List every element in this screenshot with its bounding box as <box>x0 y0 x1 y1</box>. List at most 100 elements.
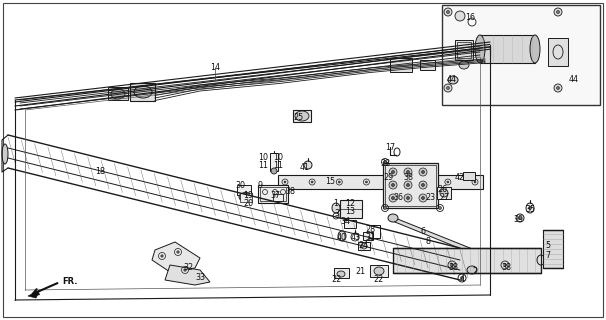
Bar <box>370 265 388 277</box>
Ellipse shape <box>556 11 559 13</box>
Text: 39: 39 <box>513 215 523 225</box>
Ellipse shape <box>461 276 464 279</box>
Ellipse shape <box>389 181 397 189</box>
Text: 22: 22 <box>373 276 383 284</box>
Text: 4: 4 <box>459 276 465 284</box>
Text: 38: 38 <box>501 262 511 271</box>
Ellipse shape <box>304 161 312 169</box>
Ellipse shape <box>448 76 458 84</box>
Ellipse shape <box>134 86 152 98</box>
Ellipse shape <box>504 263 507 267</box>
Text: 29: 29 <box>383 173 393 182</box>
Polygon shape <box>390 215 480 255</box>
Bar <box>240 193 252 202</box>
Ellipse shape <box>365 181 367 183</box>
Ellipse shape <box>444 84 452 92</box>
Text: 27: 27 <box>440 193 450 202</box>
Text: 22: 22 <box>332 276 342 284</box>
Ellipse shape <box>295 111 309 121</box>
Bar <box>437 187 451 199</box>
Bar <box>390 58 412 72</box>
Text: 37: 37 <box>270 191 280 201</box>
Bar <box>385 165 436 206</box>
Text: 30: 30 <box>235 181 245 190</box>
Ellipse shape <box>474 181 476 183</box>
Bar <box>130 83 155 101</box>
Text: 1: 1 <box>333 199 339 209</box>
Ellipse shape <box>240 193 252 202</box>
Text: 25: 25 <box>293 114 303 123</box>
Bar <box>455 40 473 60</box>
Text: 13: 13 <box>345 206 355 215</box>
Ellipse shape <box>447 11 450 13</box>
Ellipse shape <box>404 194 412 202</box>
Ellipse shape <box>556 86 559 90</box>
Text: 20: 20 <box>243 198 253 207</box>
Text: 11: 11 <box>258 161 268 170</box>
Polygon shape <box>28 290 40 298</box>
Ellipse shape <box>389 168 397 176</box>
Ellipse shape <box>404 168 412 176</box>
Ellipse shape <box>419 168 427 176</box>
Text: 38: 38 <box>380 158 390 167</box>
Text: 41: 41 <box>300 164 310 172</box>
Text: 44: 44 <box>569 76 579 84</box>
Ellipse shape <box>184 269 186 271</box>
Ellipse shape <box>388 214 398 222</box>
Ellipse shape <box>467 266 477 274</box>
Bar <box>442 5 600 105</box>
Bar <box>293 110 311 122</box>
Ellipse shape <box>2 144 8 164</box>
Text: 38: 38 <box>403 173 413 182</box>
Ellipse shape <box>374 267 384 275</box>
Text: 43: 43 <box>351 234 361 243</box>
Text: 32: 32 <box>183 263 193 273</box>
Ellipse shape <box>338 181 341 183</box>
Ellipse shape <box>471 249 481 257</box>
Bar <box>543 230 563 268</box>
Ellipse shape <box>554 84 562 92</box>
Bar <box>258 185 288 203</box>
Bar <box>237 185 251 195</box>
Ellipse shape <box>361 243 367 249</box>
Ellipse shape <box>391 196 395 199</box>
Ellipse shape <box>391 183 395 187</box>
Text: 2: 2 <box>473 268 478 276</box>
Ellipse shape <box>177 251 179 253</box>
Text: 35: 35 <box>525 205 535 214</box>
Text: 24: 24 <box>358 242 368 251</box>
Text: 31: 31 <box>365 234 375 243</box>
Text: 34: 34 <box>340 218 350 227</box>
Ellipse shape <box>455 11 465 21</box>
Ellipse shape <box>407 196 410 199</box>
Bar <box>270 153 278 171</box>
Ellipse shape <box>530 35 540 63</box>
Ellipse shape <box>284 181 286 183</box>
Text: 21: 21 <box>355 268 365 276</box>
Bar <box>273 194 283 201</box>
Text: 33: 33 <box>195 274 205 283</box>
Bar <box>340 200 362 218</box>
Bar <box>363 232 373 240</box>
Bar <box>383 163 438 208</box>
Text: 7: 7 <box>545 251 551 260</box>
Text: 14: 14 <box>210 63 220 73</box>
Ellipse shape <box>422 196 424 199</box>
Ellipse shape <box>475 35 485 63</box>
Ellipse shape <box>440 189 448 197</box>
Ellipse shape <box>419 194 427 202</box>
Ellipse shape <box>439 206 442 210</box>
Ellipse shape <box>447 86 450 90</box>
Text: 5: 5 <box>545 241 551 250</box>
Ellipse shape <box>422 183 424 187</box>
Ellipse shape <box>422 171 424 173</box>
Ellipse shape <box>519 217 522 220</box>
Ellipse shape <box>271 168 277 174</box>
Text: 44: 44 <box>447 76 457 84</box>
Ellipse shape <box>554 8 562 16</box>
Text: 6: 6 <box>421 228 425 236</box>
Text: 3: 3 <box>335 209 339 218</box>
Polygon shape <box>152 242 200 272</box>
Text: 19: 19 <box>243 191 253 201</box>
Bar <box>457 42 471 58</box>
